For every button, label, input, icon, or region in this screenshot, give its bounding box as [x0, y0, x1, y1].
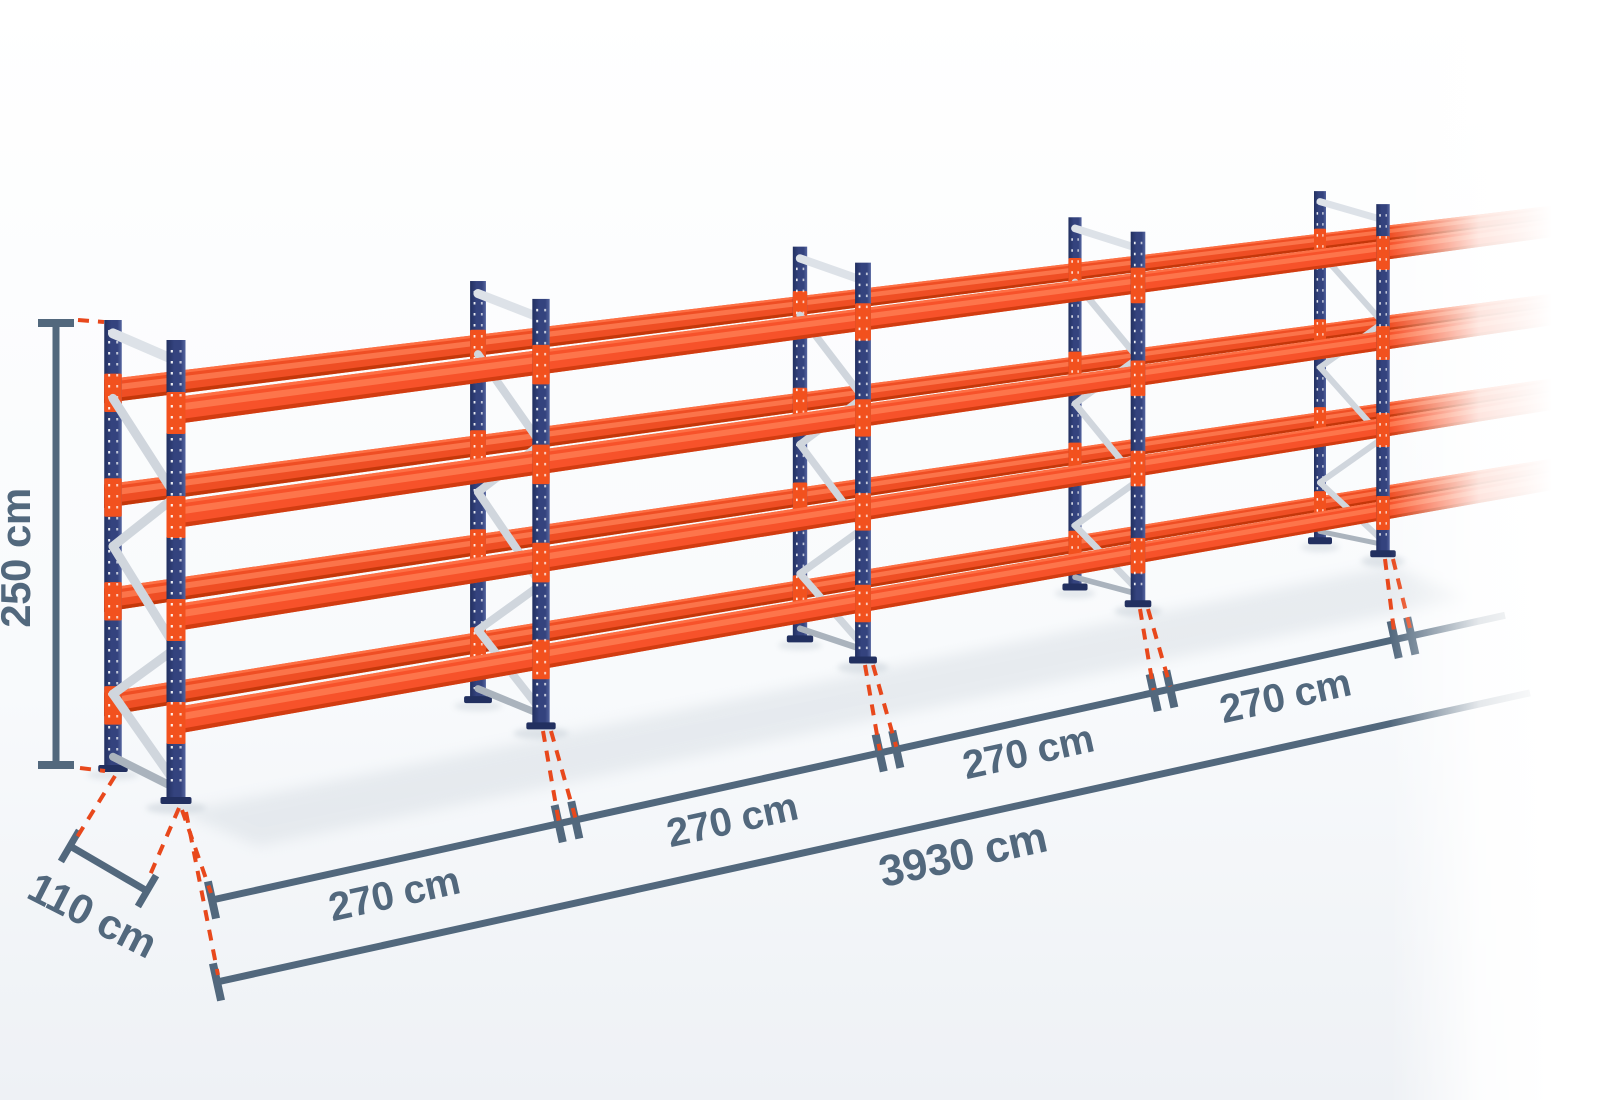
dimension-tick — [567, 800, 584, 840]
base-plate — [526, 722, 556, 730]
diagonal-brace — [796, 524, 867, 578]
diagonal-brace — [1071, 477, 1142, 529]
base-plate — [98, 765, 128, 772]
beam-connector — [166, 599, 186, 641]
diagonal-brace — [1316, 198, 1387, 224]
post-contact-shadow — [1301, 542, 1339, 553]
diagonal-brace — [473, 580, 546, 635]
diagonal-brace — [1317, 528, 1386, 547]
front-post — [166, 340, 186, 800]
rear-beams — [104, 204, 1558, 717]
beam — [104, 208, 1558, 392]
diagonal-brace — [108, 491, 181, 551]
diagonal-brace — [796, 625, 867, 653]
front-post — [1130, 231, 1146, 604]
beam-connector — [532, 444, 550, 485]
beam-connector — [855, 399, 871, 437]
beam-connector — [532, 344, 550, 385]
diagonal-brace — [795, 254, 868, 285]
base-plate — [1308, 537, 1332, 545]
dimension-line — [68, 842, 149, 895]
projection-dash — [1138, 608, 1156, 691]
beam — [104, 204, 1558, 383]
beam-connector — [532, 639, 550, 680]
dim-height-label: 250 cm — [0, 488, 39, 627]
base-plate — [849, 656, 877, 664]
projection-dash — [871, 664, 899, 748]
base-plate — [160, 797, 192, 804]
dimension-tick — [134, 873, 160, 909]
beam — [104, 469, 1558, 717]
beam-connector — [104, 478, 122, 517]
beam-connector — [166, 392, 186, 434]
beam-connector — [166, 702, 186, 744]
projection-dash — [72, 774, 117, 844]
base-plate — [1124, 600, 1152, 608]
post-contact-shadow — [454, 701, 502, 712]
projection-dash — [549, 730, 578, 819]
projection-dash — [148, 807, 181, 876]
dimension-tick — [209, 962, 225, 1002]
dimension-lines — [38, 319, 1531, 1002]
base-plate — [1062, 583, 1088, 591]
diagonal-brace — [108, 328, 181, 366]
beam-connector — [532, 542, 550, 583]
beam-connector — [1130, 267, 1146, 304]
beam-connector — [855, 493, 871, 531]
diagonal-brace — [1071, 224, 1142, 253]
beam-connector — [1130, 537, 1146, 574]
beam — [104, 216, 1558, 404]
dimension-tick — [871, 733, 888, 773]
beam-connector — [855, 303, 871, 341]
post-contact-shadow — [146, 802, 206, 814]
diagonal-brace — [474, 685, 545, 719]
projection-dash — [79, 766, 106, 773]
diagonal-brace — [108, 393, 181, 501]
post-contact-shadow — [513, 727, 569, 740]
dimension-tick — [57, 828, 83, 864]
front-posts — [160, 204, 1396, 804]
post-contact-shadow — [777, 640, 823, 651]
beam-connector — [166, 496, 186, 538]
beam-connector — [104, 582, 122, 621]
projection-dash — [77, 318, 105, 324]
beam — [104, 304, 1558, 508]
beam-connector — [1130, 360, 1146, 397]
diagonal-brace — [108, 689, 181, 789]
post-contact-shadow — [87, 770, 139, 780]
dimension-tick — [888, 729, 905, 769]
base-plate — [786, 635, 814, 643]
base-plate — [464, 696, 492, 704]
diagonal-brace — [108, 541, 181, 653]
dimension-line — [211, 611, 1506, 904]
beam — [104, 457, 1558, 696]
dimension-line — [216, 689, 1531, 986]
diagonal-brace — [1317, 435, 1386, 486]
diagonal-brace — [473, 289, 546, 323]
beam — [104, 389, 1558, 612]
diagonal-brace — [109, 752, 180, 793]
projection-dash — [180, 809, 213, 894]
beam — [104, 296, 1558, 497]
dimension-tick — [1145, 673, 1162, 713]
beam — [104, 292, 1558, 488]
fade-overlay — [1380, 0, 1600, 1100]
beam-connector — [1130, 450, 1146, 487]
projection-dash — [184, 811, 220, 976]
projection-dash — [541, 730, 561, 822]
diagonal-brace — [108, 643, 181, 699]
projection-dash — [1146, 608, 1173, 688]
projection-dash — [863, 664, 882, 751]
post-contact-shadow — [1054, 588, 1096, 599]
diagonal-brace — [1072, 574, 1141, 597]
beam-connector — [855, 584, 871, 623]
beam — [104, 461, 1558, 705]
